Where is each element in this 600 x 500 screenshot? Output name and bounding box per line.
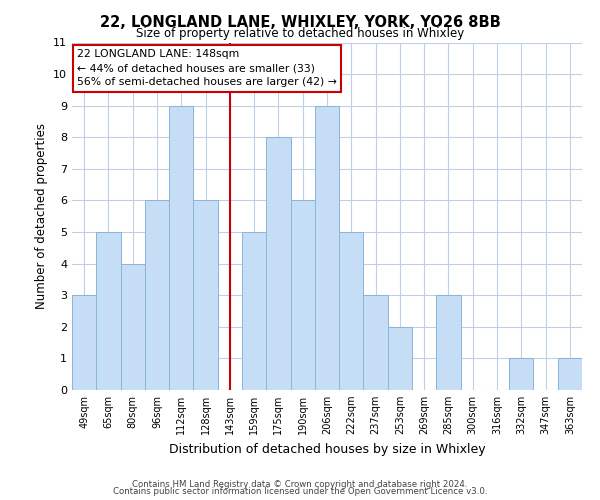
Bar bbox=[388, 327, 412, 390]
Bar bbox=[242, 232, 266, 390]
Text: Contains HM Land Registry data © Crown copyright and database right 2024.: Contains HM Land Registry data © Crown c… bbox=[132, 480, 468, 489]
Bar bbox=[436, 295, 461, 390]
Bar bbox=[72, 295, 96, 390]
Bar bbox=[96, 232, 121, 390]
Text: 22, LONGLAND LANE, WHIXLEY, YORK, YO26 8BB: 22, LONGLAND LANE, WHIXLEY, YORK, YO26 8… bbox=[100, 15, 500, 30]
Bar bbox=[266, 138, 290, 390]
Bar bbox=[145, 200, 169, 390]
Text: 22 LONGLAND LANE: 148sqm
← 44% of detached houses are smaller (33)
56% of semi-d: 22 LONGLAND LANE: 148sqm ← 44% of detach… bbox=[77, 50, 337, 88]
Bar bbox=[364, 295, 388, 390]
Bar bbox=[339, 232, 364, 390]
Y-axis label: Number of detached properties: Number of detached properties bbox=[35, 123, 47, 309]
X-axis label: Distribution of detached houses by size in Whixley: Distribution of detached houses by size … bbox=[169, 442, 485, 456]
Bar bbox=[558, 358, 582, 390]
Bar bbox=[315, 106, 339, 390]
Text: Contains public sector information licensed under the Open Government Licence v3: Contains public sector information licen… bbox=[113, 487, 487, 496]
Text: Size of property relative to detached houses in Whixley: Size of property relative to detached ho… bbox=[136, 28, 464, 40]
Bar bbox=[290, 200, 315, 390]
Bar bbox=[121, 264, 145, 390]
Bar bbox=[193, 200, 218, 390]
Bar bbox=[509, 358, 533, 390]
Bar bbox=[169, 106, 193, 390]
